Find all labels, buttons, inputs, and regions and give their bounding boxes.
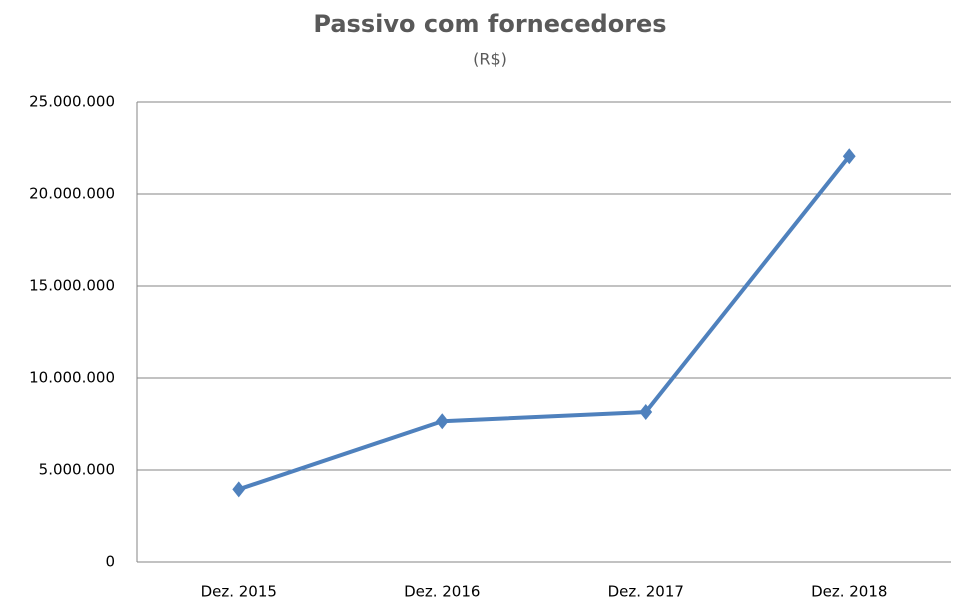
x-tick-label: Dez. 2017 [608, 583, 684, 601]
data-point [232, 481, 246, 498]
data-line [238, 155, 851, 492]
x-tick-label: Dez. 2016 [404, 583, 480, 601]
chart-title: Passivo com fornecedores [313, 10, 666, 38]
data-point [842, 148, 856, 165]
y-tick-label: 15.000.000 [29, 277, 115, 295]
data-point [639, 404, 653, 421]
y-tick-label: 25.000.000 [29, 93, 115, 111]
y-tick-label: 20.000.000 [29, 185, 115, 203]
chart-subtitle: (R$) [473, 50, 507, 69]
x-tick-label: Dez. 2015 [201, 583, 277, 601]
x-tick-label: Dez. 2018 [811, 583, 887, 601]
data-point [435, 413, 449, 430]
y-tick-label: 10.000.000 [29, 369, 115, 387]
y-tick-label: 5.000.000 [39, 461, 115, 479]
y-tick-label: 0 [105, 553, 115, 571]
